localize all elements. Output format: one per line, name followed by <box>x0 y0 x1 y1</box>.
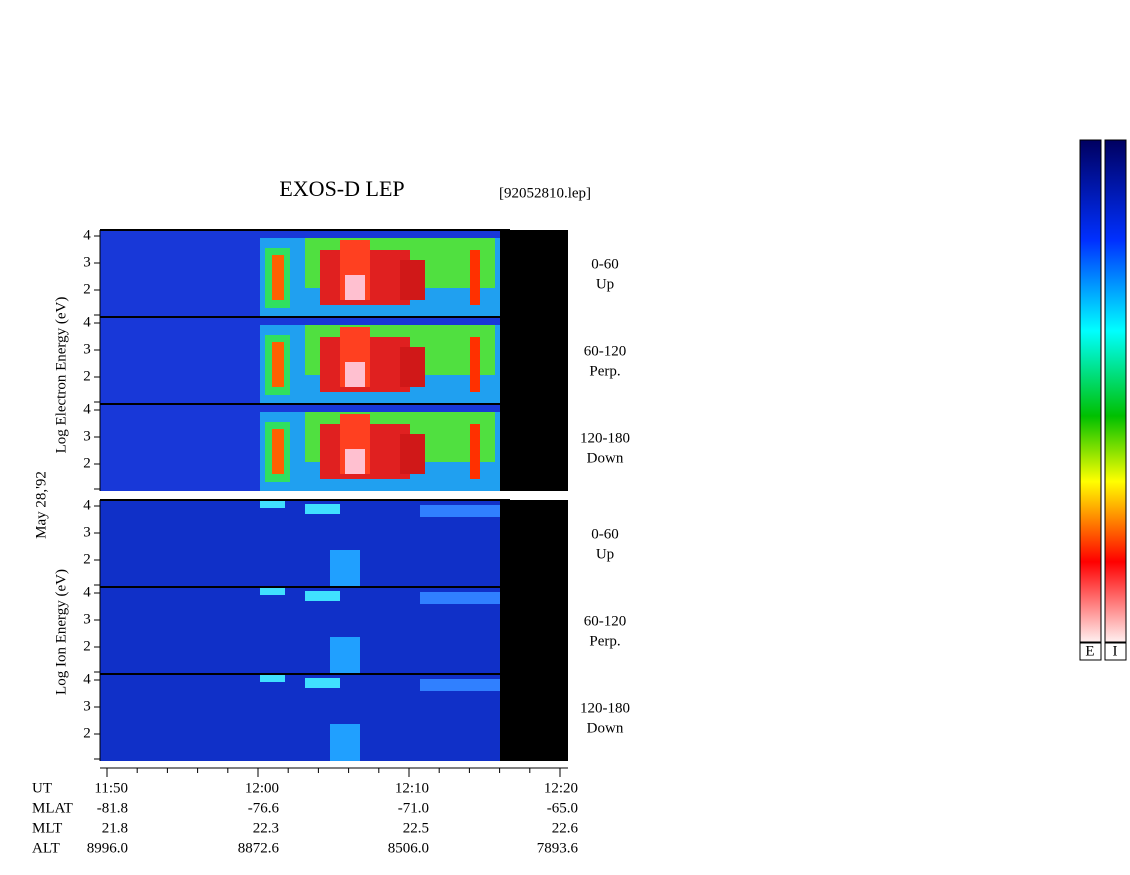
y-tick-label: 2 <box>83 368 91 384</box>
spectrogram <box>100 500 500 587</box>
y-tick-label: 3 <box>83 341 91 357</box>
ion-axis-label: Log Ion Energy (eV) <box>53 569 69 695</box>
row-label: MLAT <box>32 800 73 816</box>
colorbar-label: I <box>1113 643 1118 659</box>
y-tick-label: 3 <box>83 698 91 714</box>
colorbar <box>1104 139 1127 643</box>
date: May 28,'92 <box>33 471 49 539</box>
no-data <box>500 587 568 674</box>
y-tick-label: 2 <box>83 281 91 297</box>
pitch-angle: 60-120 <box>584 343 627 359</box>
y-tick-label: 4 <box>83 497 91 513</box>
direction: Down <box>587 720 624 736</box>
pitch-angle: 60-120 <box>584 613 627 629</box>
direction: Perp. <box>589 363 620 379</box>
row-label: UT <box>32 780 52 796</box>
title: EXOS-D LEP <box>279 176 404 201</box>
no-data <box>500 404 568 491</box>
row-value: 8996.0 <box>87 840 128 856</box>
y-tick-label: 4 <box>83 671 91 687</box>
electron-axis-label: Log Electron Energy (eV) <box>53 297 69 454</box>
y-tick-label: 4 <box>83 401 91 417</box>
row-value: 22.5 <box>403 820 429 836</box>
pitch-angle: 120-180 <box>580 700 630 716</box>
y-tick-label: 4 <box>83 314 91 330</box>
colorbar-label-box <box>1079 642 1102 661</box>
spectrogram <box>100 674 500 761</box>
row-value: 22.3 <box>253 820 279 836</box>
row-value: 12:20 <box>544 780 578 796</box>
y-tick-label: 2 <box>83 725 91 741</box>
row-value: -71.0 <box>398 800 429 816</box>
row-value: 21.8 <box>102 820 128 836</box>
direction: Down <box>587 450 624 466</box>
colorbar-label-box <box>1104 642 1127 661</box>
spectrogram <box>100 404 500 491</box>
y-tick-label: 3 <box>83 611 91 627</box>
colorbar <box>1079 139 1102 643</box>
row-value: 12:10 <box>395 780 429 796</box>
pitch-angle: 0-60 <box>591 256 619 272</box>
spectrogram <box>100 317 500 404</box>
pitch-angle: 120-180 <box>580 430 630 446</box>
file-name: [92052810.lep] <box>499 185 591 201</box>
row-value: -65.0 <box>547 800 578 816</box>
pitch-angle: 0-60 <box>591 526 619 542</box>
spectrogram <box>100 230 500 317</box>
row-value: 8506.0 <box>388 840 429 856</box>
y-tick-label: 3 <box>83 254 91 270</box>
no-data <box>500 317 568 404</box>
row-label: MLT <box>32 820 62 836</box>
colorbar-label: E <box>1085 643 1094 659</box>
y-tick-label: 2 <box>83 551 91 567</box>
y-tick-label: 2 <box>83 455 91 471</box>
direction: Up <box>596 546 614 562</box>
y-tick-label: 4 <box>83 227 91 243</box>
row-value: 11:50 <box>94 780 128 796</box>
no-data <box>500 674 568 761</box>
spectrogram <box>100 587 500 674</box>
row-value: -76.6 <box>248 800 280 816</box>
direction: Perp. <box>589 633 620 649</box>
row-value: 8872.6 <box>238 840 280 856</box>
row-value: 22.6 <box>552 820 579 836</box>
y-tick-label: 3 <box>83 428 91 444</box>
y-tick-label: 3 <box>83 524 91 540</box>
row-label: ALT <box>32 840 60 856</box>
y-tick-label: 2 <box>83 638 91 654</box>
direction: Up <box>596 276 614 292</box>
row-value: 12:00 <box>245 780 279 796</box>
no-data <box>500 230 568 317</box>
row-value: 7893.6 <box>537 840 579 856</box>
y-tick-label: 4 <box>83 584 91 600</box>
row-value: -81.8 <box>97 800 128 816</box>
no-data <box>500 500 568 587</box>
